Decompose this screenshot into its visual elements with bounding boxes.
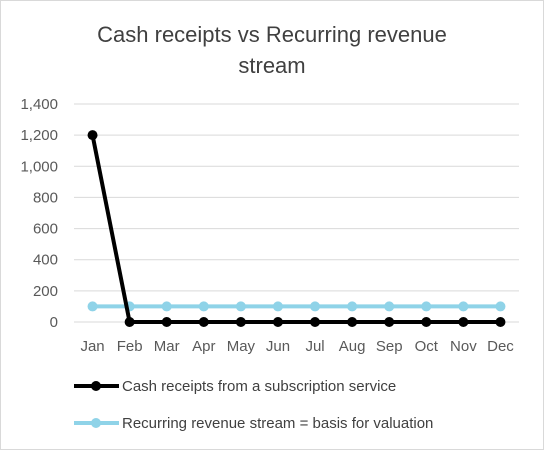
data-point — [421, 317, 432, 327]
data-point — [161, 301, 172, 312]
data-point — [235, 317, 246, 327]
data-point — [87, 130, 98, 141]
legend-item: Cash receipts from a subscription servic… — [74, 378, 396, 395]
legend-item: Recurring revenue stream = basis for val… — [74, 415, 433, 432]
data-series — [87, 130, 506, 327]
data-point — [310, 301, 321, 312]
x-tick-label: Mar — [154, 338, 180, 355]
chart-title-line-2: stream — [238, 53, 305, 78]
x-tick-label: Oct — [415, 338, 439, 355]
legend-label: Recurring revenue stream = basis for val… — [122, 415, 433, 432]
data-point — [384, 301, 395, 312]
data-point — [161, 317, 172, 327]
data-point — [124, 317, 135, 327]
x-tick-label: Sep — [376, 338, 403, 355]
legend-marker — [91, 381, 101, 391]
legend: Cash receipts from a subscription servic… — [74, 378, 433, 432]
legend-marker — [91, 418, 101, 428]
y-tick-label: 0 — [50, 314, 58, 331]
data-point — [384, 317, 395, 327]
data-point — [495, 317, 506, 327]
data-point — [421, 301, 432, 312]
data-point — [495, 301, 506, 312]
gridlines — [74, 103, 519, 323]
y-tick-label: 1,200 — [20, 127, 58, 144]
series-1 — [87, 301, 506, 312]
y-tick-label: 1,000 — [20, 158, 58, 175]
data-point — [310, 317, 321, 327]
x-tick-label: Apr — [192, 338, 215, 355]
y-tick-label: 800 — [33, 189, 58, 206]
x-tick-label: Feb — [117, 338, 143, 355]
data-point — [458, 317, 469, 327]
data-point — [198, 301, 209, 312]
series-line — [90, 134, 501, 324]
data-point — [272, 317, 283, 327]
data-point — [198, 317, 209, 327]
x-tick-label: Jan — [80, 338, 104, 355]
y-axis-tick-labels: 0 200 400 600 800 1,000 1,200 1,400 — [20, 96, 58, 331]
x-tick-label: Jun — [266, 338, 290, 355]
data-point — [347, 301, 358, 312]
x-axis-tick-labels: Jan Feb Mar Apr May Jun Jul Aug Sep Oct Nov Dec — [80, 338, 514, 355]
data-point — [87, 301, 98, 312]
y-tick-label: 600 — [33, 221, 58, 238]
data-point — [235, 301, 246, 312]
x-tick-label: Jul — [305, 338, 324, 355]
data-point — [347, 317, 358, 327]
x-tick-label: May — [227, 338, 256, 355]
chart-title-line-1: Cash receipts vs Recurring revenue — [97, 22, 447, 47]
y-tick-label: 1,400 — [20, 96, 58, 113]
x-tick-label: Dec — [487, 338, 514, 355]
series-2 — [87, 130, 506, 327]
data-point — [272, 301, 283, 312]
y-tick-label: 400 — [33, 252, 58, 269]
y-tick-label: 200 — [33, 283, 58, 300]
data-point — [458, 301, 469, 312]
legend-label: Cash receipts from a subscription servic… — [122, 378, 396, 395]
x-tick-label: Nov — [450, 338, 477, 355]
x-tick-label: Aug — [339, 338, 366, 355]
